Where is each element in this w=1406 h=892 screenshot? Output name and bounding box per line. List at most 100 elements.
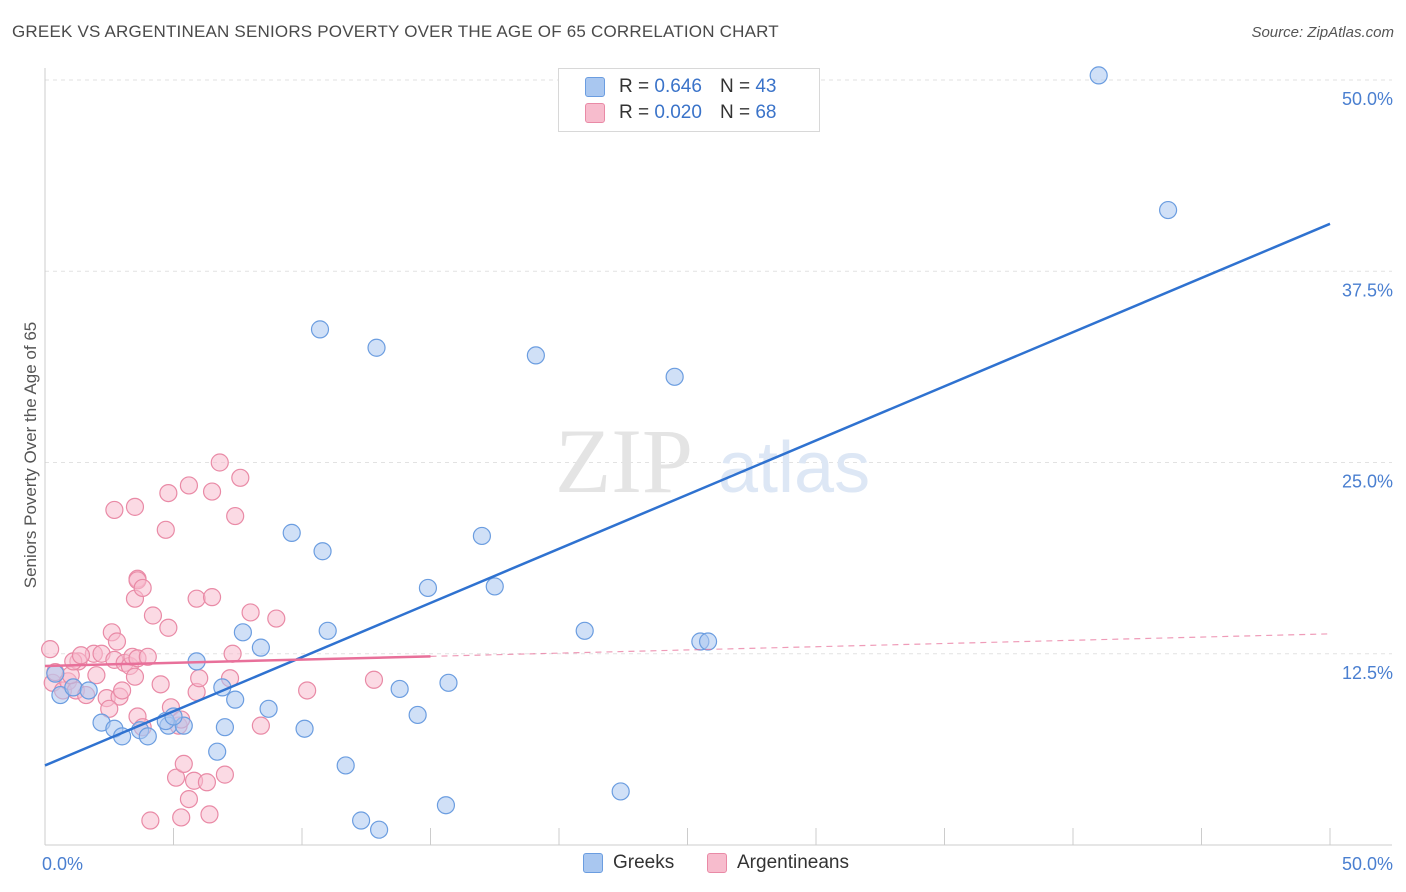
greeks-point-2 xyxy=(64,678,83,697)
legend-r-greeks: 0.646 xyxy=(654,76,702,97)
bottom-legend-swatch-argentineans xyxy=(707,853,727,873)
legend: R = 0.646 N = 43 R = 0.020 N = 68 xyxy=(558,68,820,132)
greeks-point-19 xyxy=(251,638,270,657)
argentineans-point-16 xyxy=(107,632,127,651)
argentineans-point-64 xyxy=(364,670,384,689)
greeks-trend-line xyxy=(44,222,1331,767)
greeks-point-37 xyxy=(526,346,545,365)
argentineans-point-45 xyxy=(174,754,193,774)
legend-n-greeks: 43 xyxy=(755,76,777,97)
bottom-legend-label-greeks: Greeks xyxy=(613,852,675,873)
legend-r-argentineans: 0.020 xyxy=(654,102,702,123)
y-tick-label-0: 12.5% xyxy=(1342,663,1393,683)
legend-swatch-argentineans xyxy=(585,103,605,123)
argentineans-point-44 xyxy=(166,768,186,787)
greeks-point-8 xyxy=(138,727,157,746)
chart-source: Source: ZipAtlas.com xyxy=(1251,24,1394,41)
chart-title: GREEK VS ARGENTINEAN SENIORS POVERTY OVE… xyxy=(12,22,779,41)
argentineans-point-36 xyxy=(151,675,170,694)
greeks-point-23 xyxy=(313,542,332,561)
legend-r-label: R = xyxy=(619,76,650,97)
argentineans-point-12 xyxy=(87,666,106,685)
greeks-point-43 xyxy=(1089,66,1108,85)
series-argentineans xyxy=(41,453,384,830)
axes xyxy=(44,68,1392,846)
watermark: ZIP atlas xyxy=(555,410,870,512)
argentineans-point-59 xyxy=(231,468,250,487)
argentineans-point-24 xyxy=(125,667,145,686)
argentineans-point-47 xyxy=(179,789,199,809)
gridlines xyxy=(45,79,1392,655)
legend-n-label: N = xyxy=(719,76,751,97)
argentineans-point-18 xyxy=(112,681,132,700)
greeks-point-18 xyxy=(233,623,252,642)
greeks-point-15 xyxy=(215,718,234,737)
y-tick-label-3: 50.0% xyxy=(1342,89,1393,109)
bottom-legend: Greeks Argentineans xyxy=(0,852,1406,876)
legend-n-argentineans: 68 xyxy=(755,102,777,123)
bottom-legend-argentineans: Argentineans xyxy=(707,852,849,874)
greeks-point-0 xyxy=(46,664,65,683)
trend-lines xyxy=(44,222,1331,767)
greeks-point-28 xyxy=(367,338,386,357)
argentineans-trend-line-solid xyxy=(44,655,431,668)
tick-labels: 12.5% 25.0% 37.5% 50.0% 0.0% 50.0% xyxy=(42,89,1393,874)
argentineans-point-38 xyxy=(159,484,178,503)
x-tick-label-1: 50.0% xyxy=(1342,854,1393,874)
y-tick-label-2: 37.5% xyxy=(1342,280,1393,300)
argentineans-point-26 xyxy=(125,497,145,516)
legend-row-greeks: R = 0.646 N = 43 xyxy=(585,74,776,100)
greeks-point-44 xyxy=(1158,200,1178,220)
greeks-point-39 xyxy=(611,782,630,801)
argentineans-point-0 xyxy=(41,640,60,659)
argentineans-point-35 xyxy=(143,606,163,625)
greeks-point-31 xyxy=(408,705,427,725)
legend-r-label: R = xyxy=(619,102,650,123)
greeks-point-34 xyxy=(436,796,456,815)
legend-swatch-greeks xyxy=(585,77,605,97)
argentineans-point-66 xyxy=(172,808,191,827)
y-axis-label: Seniors Poverty Over the Age of 65 xyxy=(21,322,40,588)
argentineans-point-54 xyxy=(210,453,229,472)
watermark-atlas: atlas xyxy=(718,428,870,508)
greeks-point-21 xyxy=(282,523,301,542)
greeks-point-42 xyxy=(698,632,718,651)
argentineans-point-62 xyxy=(267,609,286,628)
greeks-point-20 xyxy=(259,699,278,718)
greeks-point-36 xyxy=(485,577,504,596)
argentineans-point-52 xyxy=(202,482,222,501)
argentineans-point-33 xyxy=(133,578,152,598)
argentineans-point-57 xyxy=(223,644,242,663)
greeks-point-24 xyxy=(318,621,337,640)
argentineans-point-46 xyxy=(179,476,199,495)
bottom-legend-label-argentineans: Argentineans xyxy=(737,852,849,873)
greeks-point-33 xyxy=(439,673,458,692)
argentineans-point-61 xyxy=(251,716,270,735)
greeks-point-35 xyxy=(472,526,491,546)
argentineans-point-67 xyxy=(200,805,219,824)
greeks-point-29 xyxy=(370,820,389,839)
greeks-point-17 xyxy=(226,690,245,709)
argentineans-trend-line-dashed xyxy=(430,633,1331,657)
greeks-point-25 xyxy=(310,320,330,339)
legend-n-label: N = xyxy=(719,102,751,123)
greeks-point-26 xyxy=(336,756,355,775)
watermark-zip: ZIP xyxy=(555,410,693,512)
argentineans-point-50 xyxy=(190,669,209,688)
argentineans-point-11 xyxy=(71,646,91,665)
bottom-legend-greeks: Greeks xyxy=(583,852,674,874)
argentineans-point-65 xyxy=(141,811,160,830)
argentineans-point-25 xyxy=(105,500,124,520)
greeks-point-22 xyxy=(295,719,314,738)
argentineans-point-60 xyxy=(241,603,260,622)
y-tick-label-1: 25.0% xyxy=(1342,472,1393,492)
greeks-point-32 xyxy=(418,578,438,598)
argentineans-point-51 xyxy=(197,773,217,792)
argentineans-point-39 xyxy=(159,618,178,637)
greeks-point-27 xyxy=(352,811,371,830)
greeks-point-13 xyxy=(208,742,227,761)
argentineans-point-63 xyxy=(298,681,317,700)
argentineans-point-49 xyxy=(187,589,206,608)
argentineans-point-55 xyxy=(215,765,234,784)
